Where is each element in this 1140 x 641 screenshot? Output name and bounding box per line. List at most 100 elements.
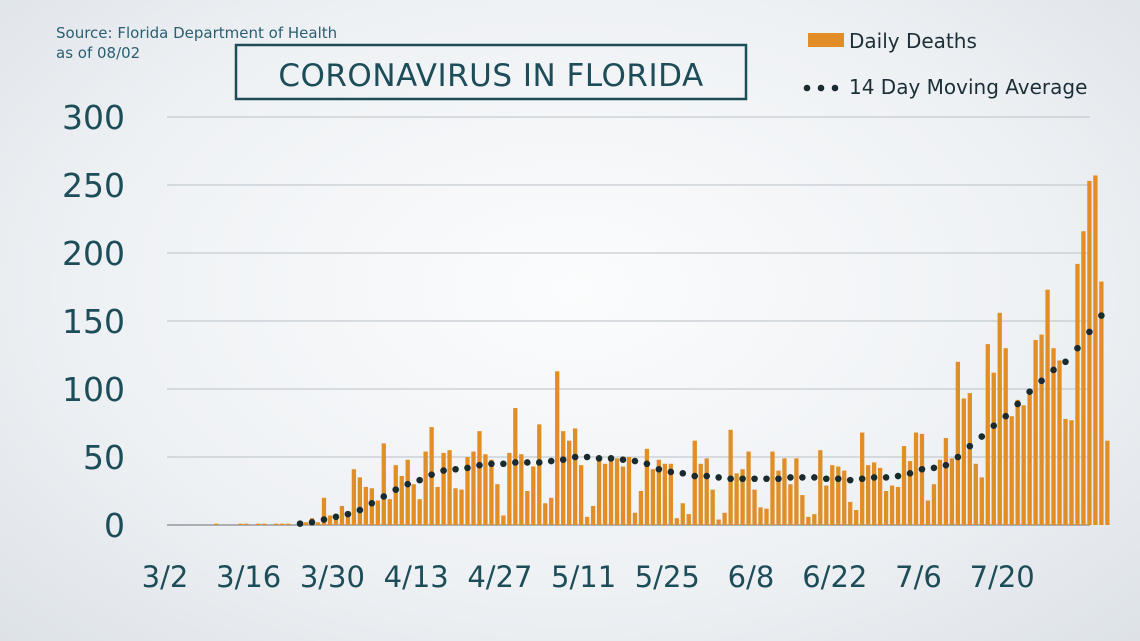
bar-daily-deaths <box>877 467 883 525</box>
legend-swatch-daily-deaths <box>808 33 844 47</box>
bar-daily-deaths <box>830 465 835 525</box>
bar-daily-deaths <box>417 499 422 525</box>
y-tick-label: 150 <box>62 302 125 341</box>
bar-daily-deaths <box>459 489 464 525</box>
x-tick-label: 7/20 <box>970 560 1035 594</box>
bar-daily-deaths <box>794 458 799 525</box>
avg-point <box>739 475 746 483</box>
bar-daily-deaths <box>262 523 267 525</box>
bar-daily-deaths <box>590 505 596 525</box>
bar-daily-deaths <box>315 522 321 525</box>
bar-daily-deaths <box>913 432 919 525</box>
bar-daily-deaths <box>901 446 907 525</box>
avg-point <box>416 476 423 484</box>
avg-point <box>332 513 340 521</box>
bar-daily-deaths <box>836 466 841 525</box>
bar-daily-deaths <box>800 495 805 525</box>
avg-point <box>392 486 400 493</box>
bar-daily-deaths <box>716 519 721 525</box>
x-tick-label: 5/25 <box>635 560 700 594</box>
bar-daily-deaths <box>1099 281 1104 525</box>
avg-point <box>823 475 830 483</box>
avg-point <box>1098 312 1105 319</box>
x-tick-label: 6/8 <box>728 560 775 594</box>
avg-point <box>751 475 758 483</box>
bar-daily-deaths <box>357 477 363 525</box>
bar-daily-deaths <box>734 473 739 525</box>
bar-daily-deaths <box>477 431 482 525</box>
bar-daily-deaths <box>411 484 416 525</box>
bar-daily-deaths <box>1021 405 1026 525</box>
bar-daily-deaths <box>752 489 757 525</box>
avg-point <box>894 472 902 480</box>
avg-point <box>404 480 412 488</box>
bar-daily-deaths <box>704 458 709 525</box>
avg-point <box>320 516 328 523</box>
avg-point <box>344 510 352 518</box>
avg-point <box>978 433 986 440</box>
bar-daily-deaths <box>339 505 345 525</box>
bar-daily-deaths <box>949 458 955 525</box>
bar-daily-deaths <box>943 437 949 525</box>
bar-daily-deaths <box>638 491 644 525</box>
avg-point <box>930 464 938 472</box>
bar-daily-deaths <box>907 461 913 525</box>
bar-daily-deaths <box>435 486 440 525</box>
avg-point <box>834 475 842 483</box>
bar-daily-deaths <box>238 523 243 525</box>
bar-daily-deaths <box>273 523 279 525</box>
bar-daily-deaths <box>812 514 817 525</box>
bar-daily-deaths <box>1093 175 1098 526</box>
y-tick-label: 200 <box>62 234 125 273</box>
bar-daily-deaths <box>710 489 715 525</box>
x-axis-ticks: 3/2 3/16 3/30 4/13 4/27 5/11 5/25 6/8 6/22 7/6 7/2… <box>142 560 1035 594</box>
bar-daily-deaths <box>441 452 446 525</box>
bar-daily-deaths <box>746 451 751 525</box>
x-tick-label: 6/22 <box>802 560 867 594</box>
avg-point <box>356 506 364 514</box>
bar-daily-deaths <box>555 371 560 525</box>
bar-daily-deaths <box>1069 420 1074 525</box>
title-box <box>234 43 748 101</box>
avg-point <box>858 475 866 483</box>
x-tick-label: 3/30 <box>300 560 365 594</box>
bar-daily-deaths <box>961 398 966 525</box>
bar-daily-deaths <box>351 469 357 525</box>
bar-daily-deaths <box>596 459 602 525</box>
bar-daily-deaths <box>483 454 488 525</box>
avg-point <box>643 460 651 468</box>
bar-daily-deaths <box>883 491 889 525</box>
bar-daily-deaths <box>979 477 984 525</box>
avg-point <box>1086 328 1093 336</box>
bar-daily-deaths <box>722 512 727 525</box>
bar-daily-deaths <box>1087 180 1092 526</box>
legend-swatch-moving-average <box>803 84 839 92</box>
avg-point <box>296 520 304 527</box>
avg-point <box>1038 377 1045 385</box>
bar-daily-deaths <box>256 523 261 525</box>
bar-daily-deaths <box>955 361 961 525</box>
bar-daily-deaths <box>740 469 745 525</box>
avg-point <box>679 470 687 477</box>
avg-point <box>787 474 794 481</box>
bar-daily-deaths <box>782 458 787 525</box>
bar-daily-deaths <box>1003 348 1008 525</box>
bar-daily-deaths <box>525 491 530 525</box>
bar-daily-deaths <box>788 484 793 525</box>
bar-daily-deaths <box>447 450 452 525</box>
bar-daily-deaths <box>393 465 398 525</box>
x-tick-label: 5/11 <box>551 560 616 594</box>
bar-daily-deaths <box>375 500 380 525</box>
avg-point <box>488 460 495 468</box>
bar-daily-deaths <box>656 459 662 525</box>
avg-point <box>846 476 854 484</box>
bar-daily-deaths <box>279 523 285 525</box>
avg-point <box>440 467 447 474</box>
bar-daily-deaths <box>848 501 853 525</box>
bar-daily-deaths <box>327 515 333 525</box>
bar-daily-deaths <box>572 428 578 525</box>
avg-point <box>583 453 591 461</box>
avg-point <box>1002 412 1009 420</box>
bar-daily-deaths <box>507 452 512 525</box>
bar-daily-deaths <box>1015 399 1020 525</box>
